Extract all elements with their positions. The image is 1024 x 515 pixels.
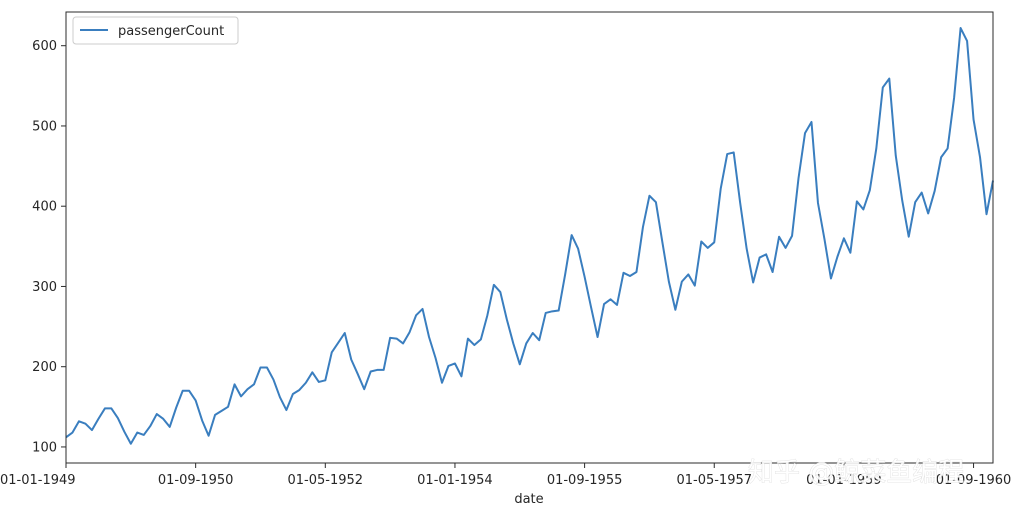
y-tick-label: 200 — [32, 360, 57, 375]
x-tick-label: 01-01-1949 — [0, 473, 76, 488]
x-tick-label: 01-01-1959 — [806, 473, 882, 488]
x-tick-label: 01-09-1950 — [158, 473, 234, 488]
series-line-passengerCount — [65, 27, 994, 445]
x-tick-label: 01-05-1957 — [676, 473, 752, 488]
y-tick-label: 100 — [32, 440, 57, 455]
y-tick-label: 400 — [32, 200, 57, 215]
x-axis: 01-01-1949 01-09-1950 01-05-1952 01-01-1954… — [0, 463, 1011, 488]
x-tick-label: 01-09-1955 — [547, 473, 623, 488]
x-tick-label: 01-05-1952 — [288, 473, 364, 488]
y-tick-label: 500 — [32, 119, 57, 134]
legend-entry: passengerCount — [118, 24, 224, 39]
y-tick-label: 600 — [32, 39, 57, 54]
series-layer — [65, 27, 994, 445]
legend: passengerCount — [72, 16, 239, 45]
x-tick-label: 01-01-1954 — [417, 473, 493, 488]
y-tick-label: 300 — [32, 280, 57, 295]
plot-background — [66, 12, 993, 463]
plot-frame — [65, 11, 994, 464]
legend-box — [72, 16, 239, 45]
x-tick-label: 01-09-1960 — [936, 473, 1012, 488]
x-axis-label: date — [514, 492, 543, 507]
watermark: 知乎 @鲸菜鱼编程 — [748, 458, 964, 488]
y-axis: 100 200 300 400 500 600 — [32, 39, 66, 455]
